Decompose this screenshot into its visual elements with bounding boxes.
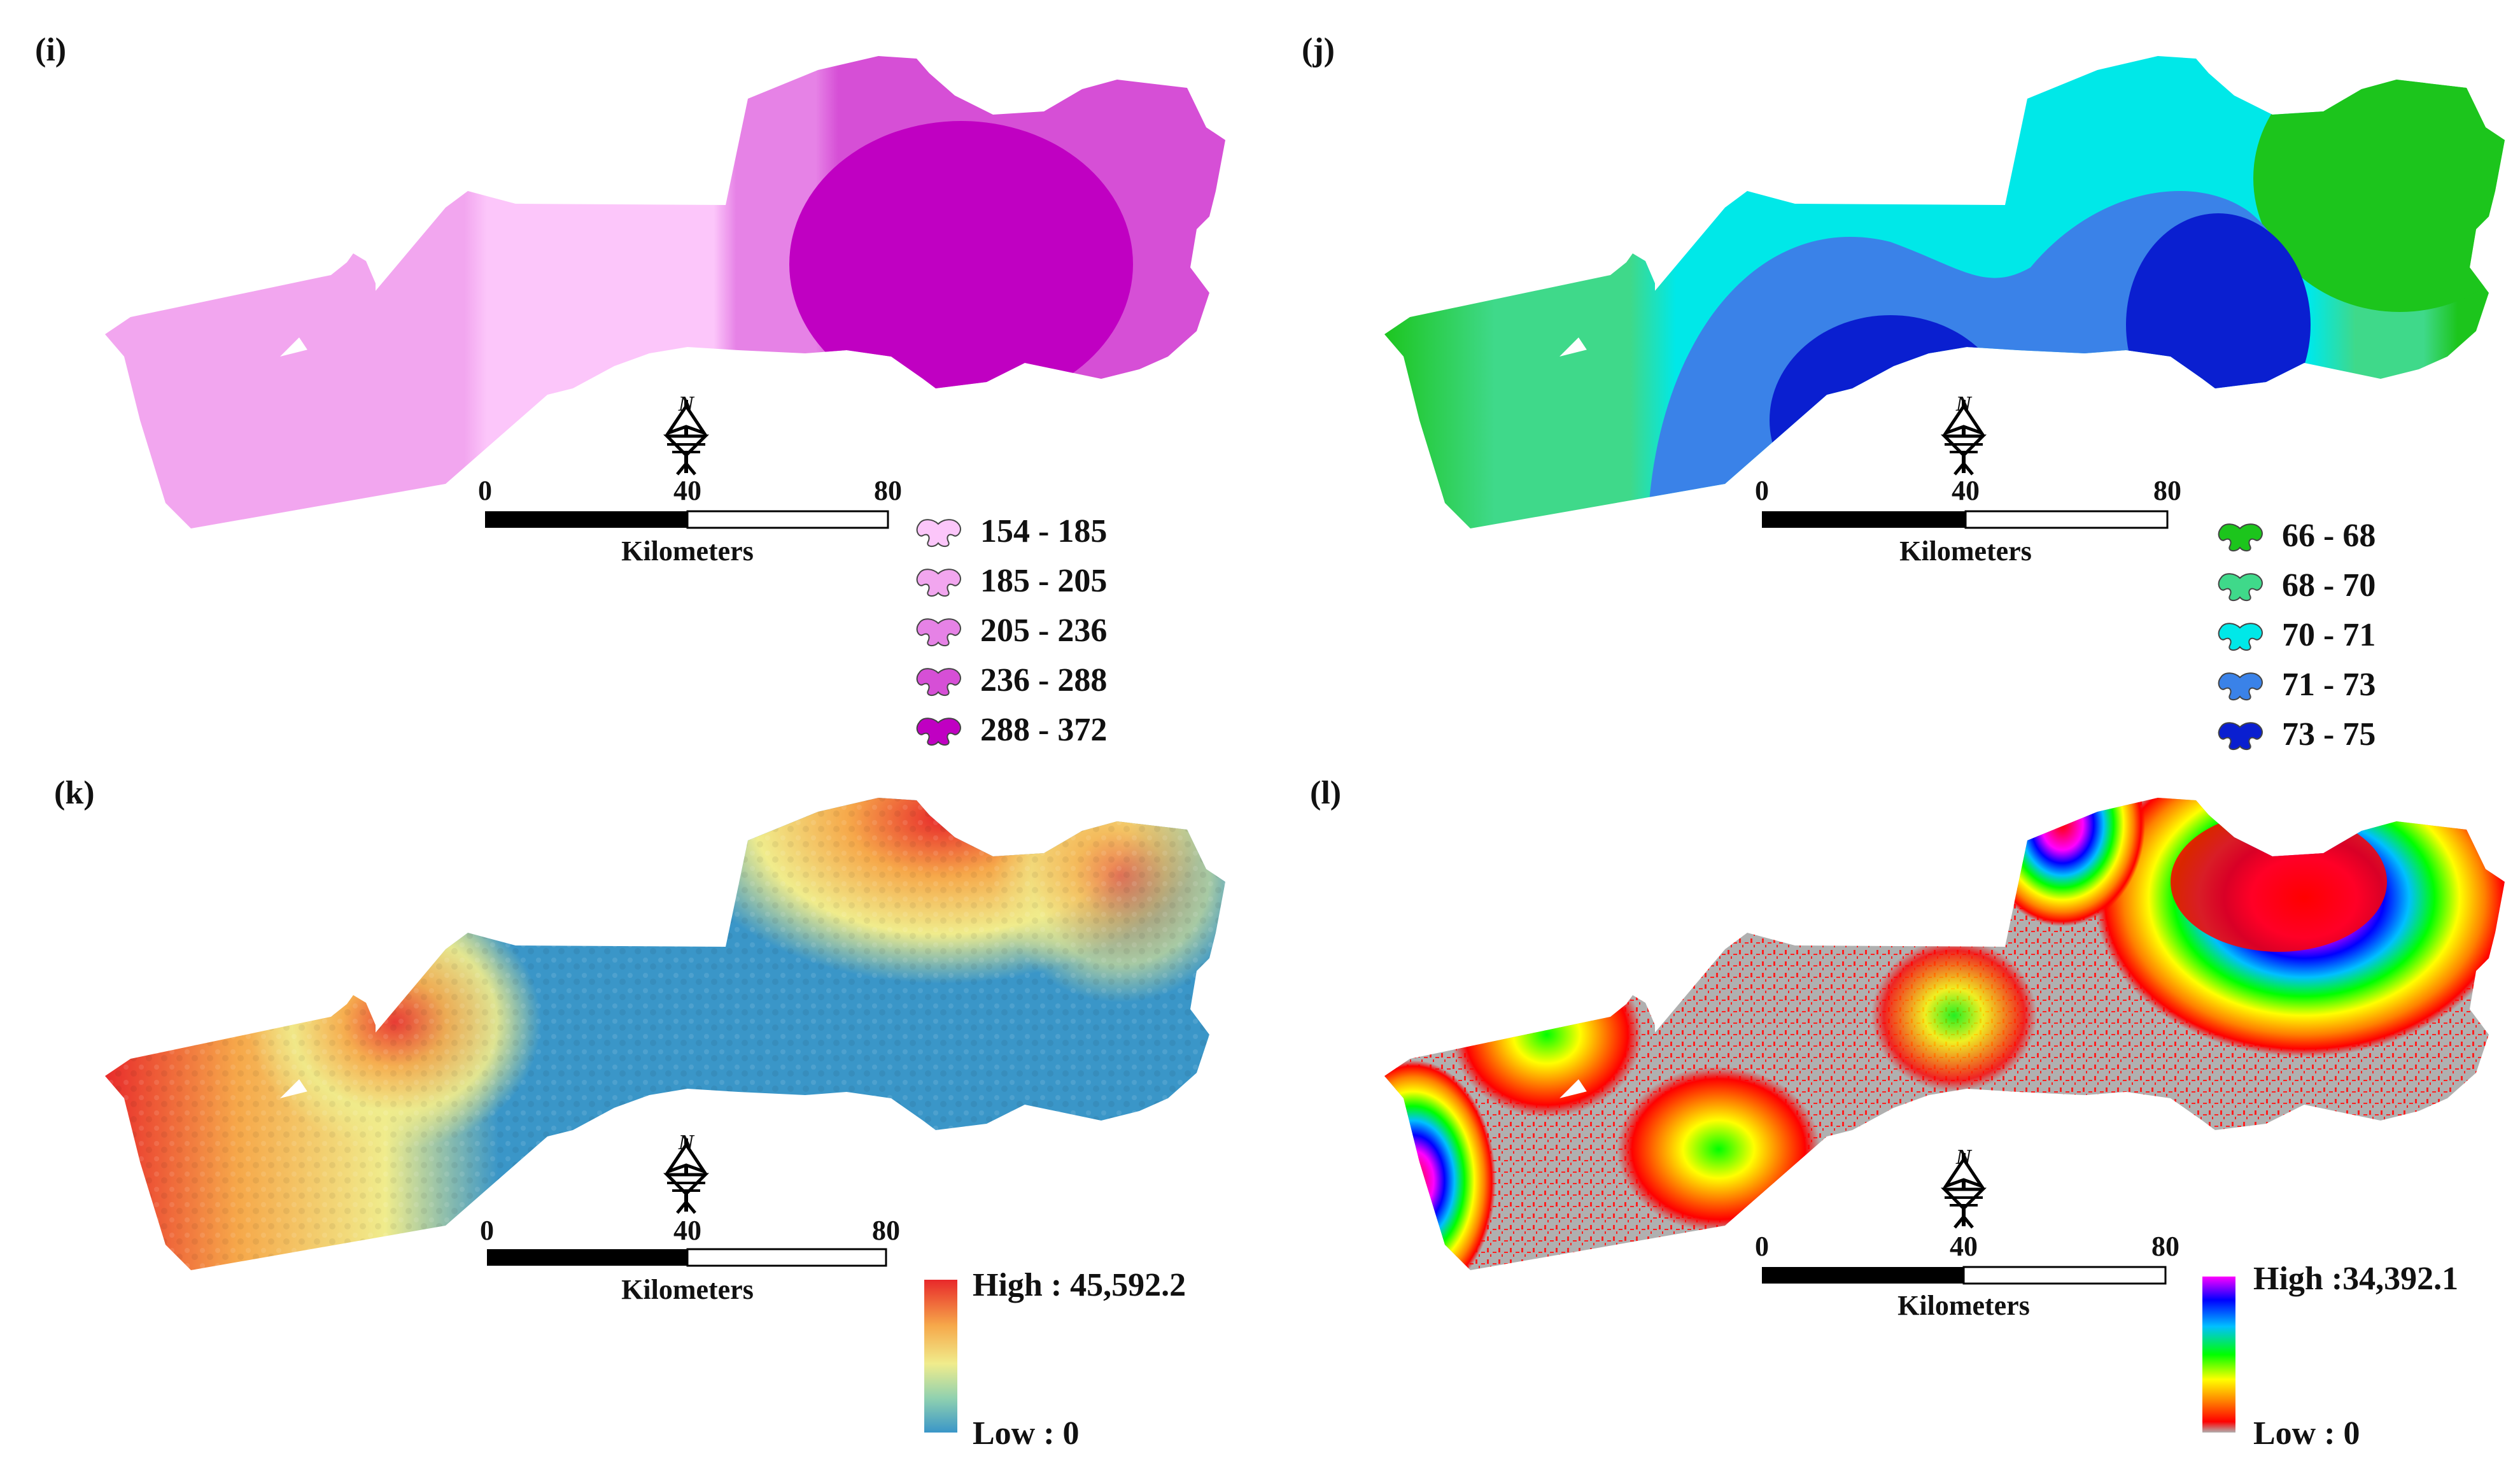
legend-item-label: 73 - 75 bbox=[2282, 716, 2376, 753]
legend-swatch bbox=[916, 718, 961, 746]
legend-item: 185 - 205 bbox=[916, 563, 1107, 599]
legend-swatch bbox=[916, 618, 961, 647]
legend-swatch bbox=[2218, 523, 2263, 552]
svg-text:0: 0 bbox=[1755, 475, 1769, 506]
scale-bar-l: 0 40 80 Kilometers bbox=[1755, 1231, 2179, 1321]
scale-bar-k: 0 40 80 Kilometers bbox=[480, 1215, 900, 1305]
svg-text:40: 40 bbox=[673, 1215, 701, 1246]
panel-k: (k) N 0 40 80 Kilometers High : 45,592.2 bbox=[54, 775, 1225, 1452]
svg-text:0: 0 bbox=[1755, 1231, 1769, 1262]
legend-swatch bbox=[2218, 722, 2263, 751]
svg-text:80: 80 bbox=[2151, 1231, 2179, 1262]
map-j bbox=[1384, 56, 2505, 528]
svg-text:40: 40 bbox=[1952, 475, 1980, 506]
legend-item: 66 - 68 bbox=[2218, 518, 2376, 554]
scale-unit: Kilometers bbox=[621, 535, 754, 567]
map-i bbox=[105, 56, 1225, 528]
north-arrow-icon bbox=[667, 1138, 705, 1213]
legend-low-label: Low : 0 bbox=[973, 1415, 1080, 1452]
legend-swatch bbox=[2218, 623, 2263, 651]
panel-label-j: (j) bbox=[1302, 32, 1335, 68]
panel-label-k: (k) bbox=[54, 775, 95, 811]
legend-swatch bbox=[916, 668, 961, 697]
legend-l: High :34,392.1 Low : 0 bbox=[2202, 1261, 2458, 1452]
scale-unit: Kilometers bbox=[1899, 535, 2032, 567]
legend-item: 154 - 185 bbox=[916, 513, 1107, 549]
svg-text:80: 80 bbox=[874, 475, 902, 506]
north-arrow-j: N bbox=[1945, 392, 1983, 474]
svg-text:80: 80 bbox=[872, 1215, 900, 1246]
panel-i: (i) N 0 40 80 Kilometers 154 - 185 185 - … bbox=[35, 32, 1225, 748]
map-l bbox=[1384, 798, 2505, 1270]
legend-high-label: High :34,392.1 bbox=[2253, 1261, 2458, 1297]
north-arrow-icon bbox=[1945, 400, 1983, 474]
north-arrow-icon bbox=[1945, 1153, 1983, 1228]
legend-low-label: Low : 0 bbox=[2253, 1415, 2360, 1452]
svg-text:0: 0 bbox=[478, 475, 492, 506]
legend-i: 154 - 185 185 - 205 205 - 236 236 - 288 288 … bbox=[916, 513, 1107, 748]
svg-text:40: 40 bbox=[1950, 1231, 1978, 1262]
color-ramp bbox=[924, 1280, 957, 1433]
north-arrow-k: N bbox=[667, 1131, 705, 1213]
legend-item-label: 185 - 205 bbox=[980, 563, 1107, 599]
legend-item: 288 - 372 bbox=[916, 712, 1107, 748]
legend-item-label: 205 - 236 bbox=[980, 612, 1107, 649]
legend-swatch bbox=[2218, 672, 2263, 701]
legend-item: 71 - 73 bbox=[2218, 667, 2376, 703]
legend-item: 70 - 71 bbox=[2218, 617, 2376, 653]
scale-bar-i: 0 40 80 Kilometers bbox=[478, 475, 902, 567]
scale-unit: Kilometers bbox=[1897, 1290, 2030, 1321]
scale-bar-j: 0 40 80 Kilometers bbox=[1755, 475, 2181, 567]
panel-label-i: (i) bbox=[35, 32, 66, 68]
legend-item: 205 - 236 bbox=[916, 612, 1107, 649]
panel-label-l: (l) bbox=[1310, 775, 1341, 811]
legend-item: 73 - 75 bbox=[2218, 716, 2376, 753]
north-arrow-i: N bbox=[667, 392, 705, 474]
legend-swatch bbox=[916, 519, 961, 548]
legend-swatch bbox=[2218, 573, 2263, 602]
legend-high-label: High : 45,592.2 bbox=[973, 1267, 1186, 1303]
north-arrow-icon bbox=[667, 400, 705, 474]
scale-unit: Kilometers bbox=[621, 1274, 754, 1305]
color-ramp bbox=[2202, 1277, 2235, 1433]
svg-text:80: 80 bbox=[2153, 475, 2181, 506]
legend-item: 236 - 288 bbox=[916, 662, 1107, 698]
panel-l: (l) N 0 40 80 Kilometers bbox=[1310, 775, 2505, 1452]
legend-item-label: 68 - 70 bbox=[2282, 567, 2376, 604]
legend-j: 66 - 68 68 - 70 70 - 71 71 - 73 73 - 75 bbox=[2218, 518, 2376, 753]
legend-swatch bbox=[916, 569, 961, 597]
legend-item: 68 - 70 bbox=[2218, 567, 2376, 604]
legend-item-label: 154 - 185 bbox=[980, 513, 1107, 549]
legend-item-label: 66 - 68 bbox=[2282, 518, 2376, 554]
legend-k: High : 45,592.2 Low : 0 bbox=[924, 1267, 1186, 1452]
north-arrow-l: N bbox=[1945, 1145, 1983, 1228]
legend-item-label: 71 - 73 bbox=[2282, 667, 2376, 703]
svg-text:40: 40 bbox=[673, 475, 701, 506]
legend-item-label: 70 - 71 bbox=[2282, 617, 2376, 653]
svg-text:0: 0 bbox=[480, 1215, 494, 1246]
legend-item-label: 236 - 288 bbox=[980, 662, 1107, 698]
legend-item-label: 288 - 372 bbox=[980, 712, 1107, 748]
